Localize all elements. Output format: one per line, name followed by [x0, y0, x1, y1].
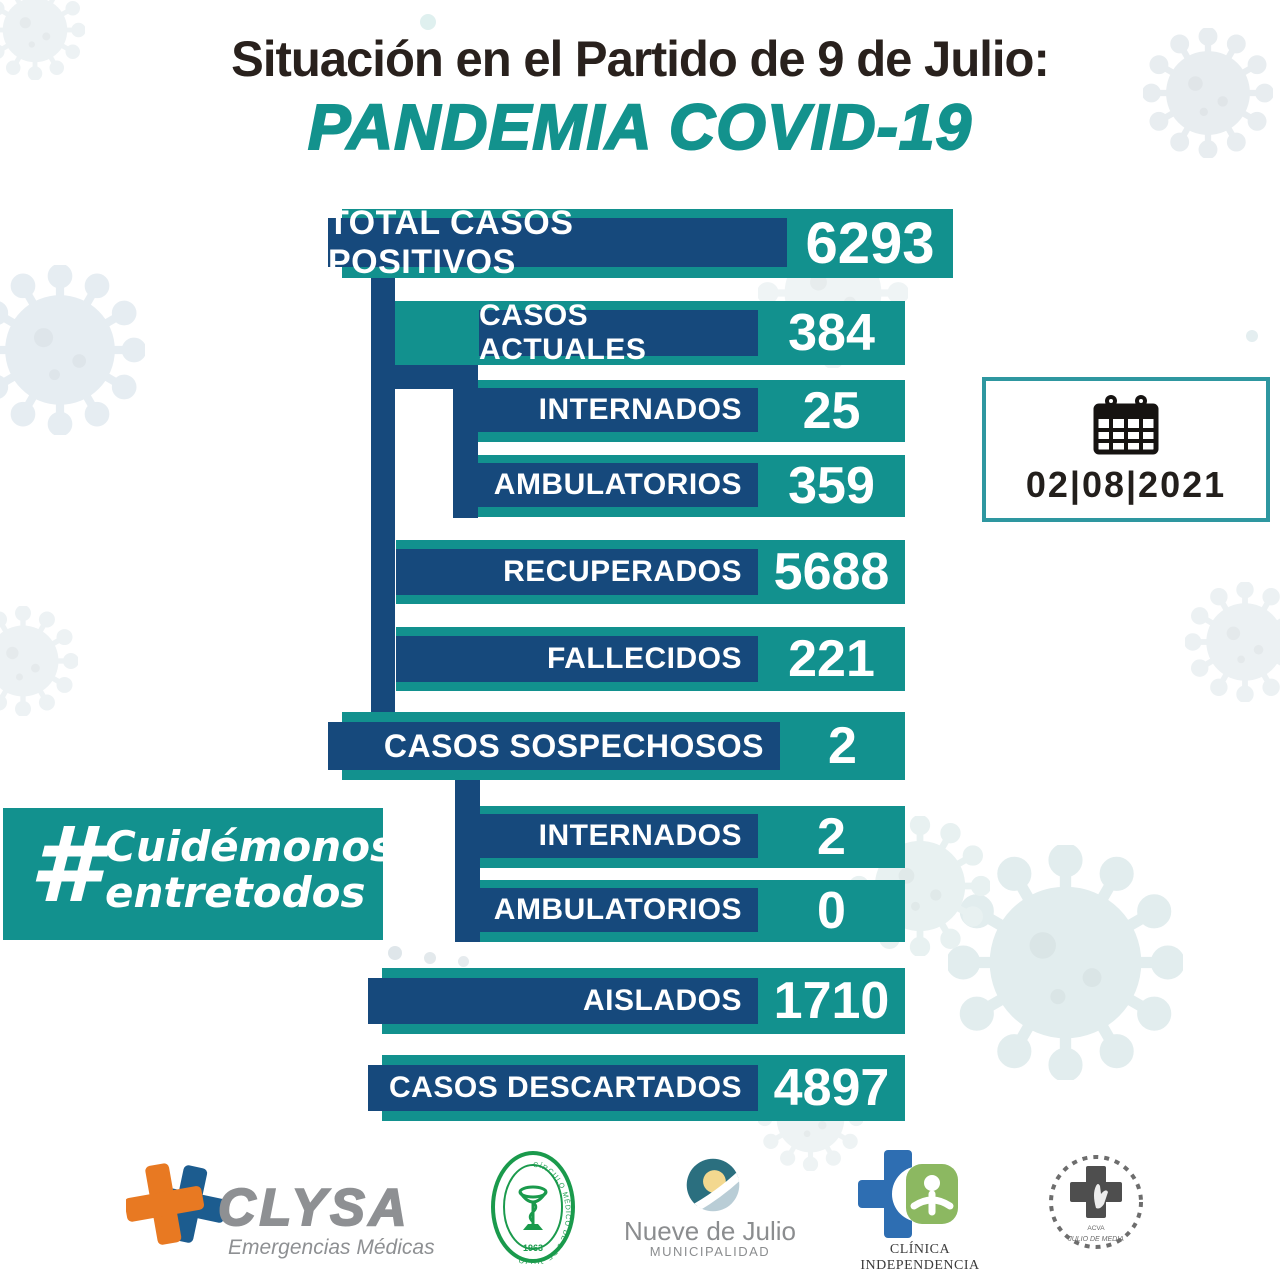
stat-value: 1710	[773, 972, 890, 1030]
clinica-independencia-logo-icon	[858, 1150, 958, 1238]
stat-label-box: RECUPERADOS	[396, 549, 758, 595]
nueve-de-julio-title: Nueve de Julio	[624, 1216, 796, 1246]
page-subtitle: PANDEMIA COVID-19	[307, 90, 973, 164]
connector-line	[455, 764, 480, 942]
stat-label: INTERNADOS	[538, 819, 742, 852]
stat-label: CASOS ACTUALES	[479, 299, 647, 366]
seal-text-line2: JULIO DE MEDIA	[1067, 1236, 1124, 1243]
hashtag-line1: Cuidémonos	[105, 822, 396, 871]
stat-label-box: AMBULATORIOS	[478, 463, 758, 507]
stat-label-box: CASOS SOSPECHOSOS	[328, 722, 780, 770]
stat-label: AMBULATORIOS	[493, 893, 742, 926]
stat-label-box: CASOS DESCARTADOS	[368, 1065, 758, 1111]
stat-label-box: AISLADOS	[368, 978, 758, 1024]
clysa-logo-subtitle: Emergencias Médicas	[228, 1236, 435, 1259]
stat-value: 2	[828, 717, 857, 775]
stat-value: 2	[817, 808, 846, 866]
stat-label: TOTAL CASOS POSITIVOS	[328, 203, 574, 281]
connector-line	[453, 361, 478, 518]
circulo-medico-year: 1963	[523, 1243, 543, 1253]
clysa-logo-title: CLYSA	[217, 1178, 411, 1238]
stat-value: 25	[802, 382, 861, 440]
decor-dot	[1246, 330, 1258, 342]
calendar-icon	[1093, 394, 1159, 454]
nueve-de-julio-logo	[686, 1158, 740, 1212]
stat-label: INTERNADOS	[538, 393, 742, 426]
stat-label: AMBULATORIOS	[493, 468, 742, 501]
stat-label: FALLECIDOS	[546, 642, 742, 675]
stat-label: RECUPERADOS	[503, 555, 742, 588]
stat-value: 359	[788, 457, 875, 515]
stat-value: 5688	[773, 543, 890, 601]
decor-dot	[458, 956, 469, 967]
stat-label-box: CASOS ACTUALES	[479, 299, 758, 366]
stat-value: 4897	[773, 1059, 890, 1117]
nueve-de-julio-subtitle: MUNICIPALIDAD	[649, 1244, 771, 1259]
stat-label: AISLADOS	[582, 984, 742, 1017]
clysa-logo-icon	[126, 1163, 226, 1245]
page-title: Situación en el Partido de 9 de Julio:	[231, 31, 1050, 87]
circulo-medico-logo: CÍRCULO MÉDICO DE 9 DE JULIO 1963	[491, 1151, 575, 1264]
stat-label-box: AMBULATORIOS	[480, 888, 758, 932]
virus-watermark	[0, 265, 145, 435]
stat-label: CASOS SOSPECHOSOS	[383, 727, 764, 764]
connector-line	[371, 262, 395, 714]
decor-dot	[388, 946, 402, 960]
stat-label-box: INTERNADOS	[480, 814, 758, 858]
date-panel: 02|08|2021	[982, 377, 1270, 522]
virus-watermark	[0, 606, 78, 716]
faded-seal-logo: ACVA JULIO DE MEDIA	[1049, 1155, 1143, 1249]
stat-value: 384	[788, 304, 875, 362]
clinica-independencia-title: CLÍNICA INDEPENDENCIA	[860, 1242, 980, 1273]
stat-value: 221	[788, 630, 875, 688]
virus-watermark	[1185, 582, 1280, 702]
hashtag-box: # Cuidémonos entretodos	[3, 804, 395, 940]
stat-label-box: FALLECIDOS	[396, 636, 758, 682]
hashtag-line2: entretodos	[105, 868, 366, 917]
decor-dot	[420, 14, 436, 30]
date-text: 02|08|2021	[1025, 463, 1227, 505]
stat-label-box: TOTAL CASOS POSITIVOS	[328, 204, 787, 281]
hashtag-symbol: #	[29, 804, 102, 926]
stat-label: CASOS DESCARTADOS	[389, 1071, 742, 1104]
stat-label-box: INTERNADOS	[478, 388, 758, 432]
stat-value: 6293	[805, 211, 935, 276]
decor-dot	[424, 952, 436, 964]
seal-text-line1: ACVA	[1087, 1225, 1105, 1232]
stat-value: 0	[817, 882, 846, 940]
